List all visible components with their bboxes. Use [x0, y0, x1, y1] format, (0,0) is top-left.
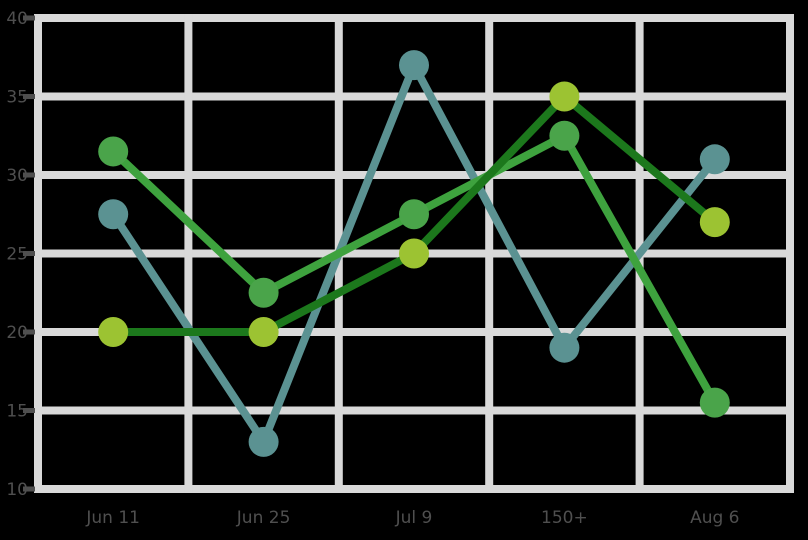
y-tick-label-35: 35 — [6, 88, 28, 108]
series-1-teal-marker-4 — [549, 332, 580, 363]
series-2-green-marker-1 — [98, 136, 129, 167]
y-tick-label-15: 15 — [6, 402, 28, 422]
x-tick-label-5: Aug 6 — [690, 508, 739, 528]
series-2-green-marker-4 — [549, 120, 580, 151]
x-tick-label-3: Jul 9 — [395, 508, 433, 528]
series-3-lime-marker-2 — [248, 317, 279, 347]
series-1-teal-marker-3 — [399, 50, 429, 81]
y-tick-label-30: 30 — [6, 166, 28, 186]
series-2-green-marker-3 — [399, 199, 429, 230]
x-tick-label-1: Jun 11 — [85, 508, 140, 528]
y-tick-label-40: 40 — [6, 9, 28, 29]
y-tick-label-25: 25 — [6, 245, 28, 265]
x-tick-label-4: 150+ — [541, 508, 588, 528]
series-1-teal-marker-5 — [699, 144, 730, 175]
series-2-green-marker-2 — [248, 277, 279, 308]
series-3-lime-marker-1 — [98, 317, 129, 347]
series-1-teal-marker-1 — [98, 199, 129, 230]
y-tick-label-20: 20 — [6, 323, 28, 343]
y-tick-label-10: 10 — [6, 480, 28, 500]
series-3-lime-marker-3 — [399, 238, 429, 269]
series-3-lime-marker-4 — [549, 81, 580, 112]
series-2-green-marker-5 — [699, 387, 730, 418]
series-1-teal-marker-2 — [248, 426, 279, 457]
series-3-lime-marker-5 — [699, 207, 730, 238]
x-tick-label-2: Jun 25 — [236, 508, 291, 528]
